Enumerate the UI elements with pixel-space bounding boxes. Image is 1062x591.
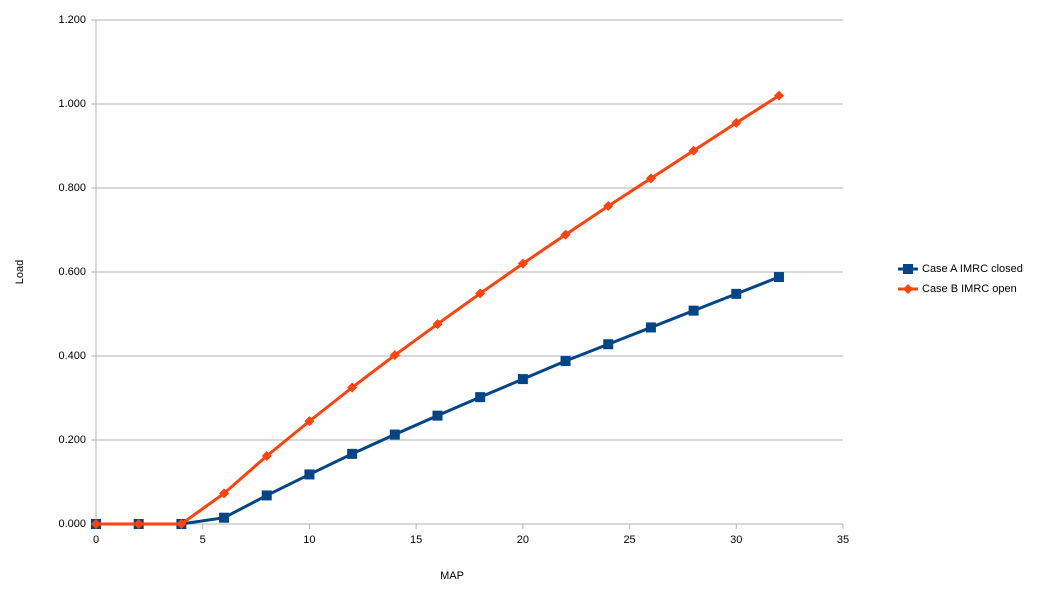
x-axis-label: MAP	[440, 570, 464, 582]
marker	[688, 145, 699, 156]
marker	[903, 264, 913, 274]
marker	[645, 322, 656, 333]
y-tick-label: 0.800	[58, 182, 86, 194]
y-tick-label: 1.000	[58, 98, 86, 110]
marker	[475, 288, 486, 299]
marker	[560, 229, 571, 240]
x-tick-label: 20	[517, 534, 529, 546]
x-tick-label: 25	[623, 534, 635, 546]
series-line	[96, 94, 780, 526]
x-tick-label: 5	[200, 534, 206, 546]
legend-label: Case B IMRC open	[922, 283, 1017, 295]
x-tick-label: 30	[730, 534, 742, 546]
marker	[645, 173, 656, 184]
marker	[731, 288, 742, 299]
y-tick-label: 0.600	[58, 266, 86, 278]
series-line	[96, 275, 780, 526]
x-tick-label: 0	[93, 534, 99, 546]
marker	[347, 448, 358, 459]
marker	[347, 382, 358, 393]
marker	[219, 512, 230, 523]
legend-label: Case A IMRC closed	[922, 263, 1023, 275]
y-tick-label: 1.200	[58, 14, 86, 26]
marker	[517, 374, 528, 385]
marker	[903, 284, 913, 294]
x-tick-label: 35	[837, 534, 849, 546]
marker	[432, 319, 443, 330]
marker	[261, 490, 272, 501]
marker	[91, 519, 101, 529]
marker	[773, 90, 784, 101]
marker	[773, 272, 784, 283]
x-tick-label: 15	[410, 534, 422, 546]
marker	[432, 410, 443, 421]
marker	[219, 488, 230, 499]
y-tick-label: 0.000	[58, 518, 86, 530]
marker	[688, 305, 699, 316]
marker	[389, 350, 400, 361]
marker	[517, 258, 528, 269]
marker	[133, 519, 144, 529]
x-tick-label: 10	[303, 534, 315, 546]
marker	[603, 339, 614, 350]
marker	[560, 356, 571, 367]
marker	[304, 469, 315, 480]
marker	[731, 117, 742, 128]
y-tick-label: 0.200	[58, 434, 86, 446]
marker	[475, 392, 486, 403]
marker	[603, 201, 614, 212]
marker	[304, 416, 315, 427]
y-tick-label: 0.400	[58, 350, 86, 362]
marker	[261, 450, 272, 461]
marker	[176, 519, 187, 529]
y-axis-label: Load	[14, 260, 26, 284]
marker	[389, 429, 400, 440]
